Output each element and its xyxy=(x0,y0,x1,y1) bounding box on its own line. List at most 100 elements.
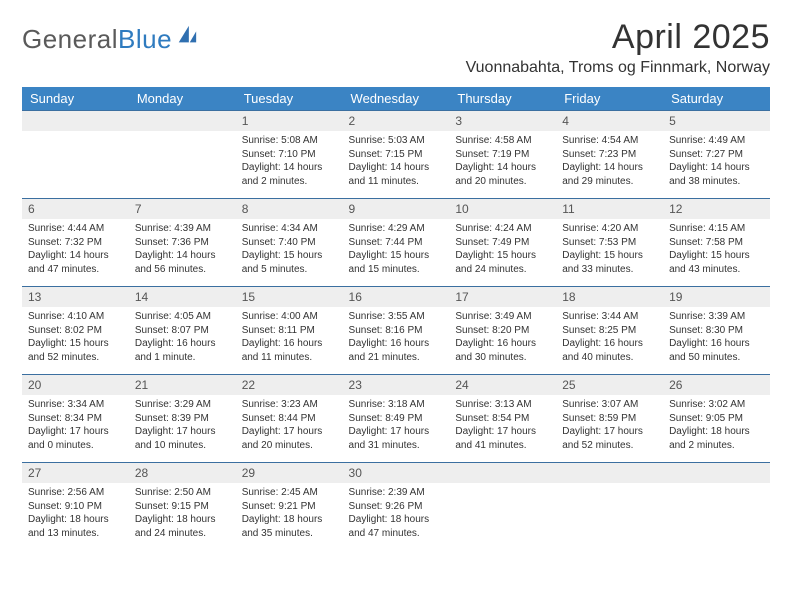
day-body: Sunrise: 4:29 AMSunset: 7:44 PMDaylight:… xyxy=(343,219,450,286)
day-number xyxy=(556,463,663,483)
daylight-line: Daylight: 16 hours and 11 minutes. xyxy=(242,337,337,364)
daylight-line: Daylight: 17 hours and 10 minutes. xyxy=(135,425,230,452)
sunrise-line: Sunrise: 2:39 AM xyxy=(349,486,444,500)
calendar-week-row: 27Sunrise: 2:56 AMSunset: 9:10 PMDayligh… xyxy=(22,463,770,551)
day-number: 26 xyxy=(663,375,770,395)
sunset-line: Sunset: 8:16 PM xyxy=(349,324,444,338)
day-body: Sunrise: 3:44 AMSunset: 8:25 PMDaylight:… xyxy=(556,307,663,374)
day-body: Sunrise: 3:18 AMSunset: 8:49 PMDaylight:… xyxy=(343,395,450,462)
sunset-line: Sunset: 9:15 PM xyxy=(135,500,230,514)
calendar-day-cell: 21Sunrise: 3:29 AMSunset: 8:39 PMDayligh… xyxy=(129,375,236,463)
calendar-day-cell: 3Sunrise: 4:58 AMSunset: 7:19 PMDaylight… xyxy=(449,111,556,199)
sunset-line: Sunset: 8:59 PM xyxy=(562,412,657,426)
daylight-line: Daylight: 14 hours and 38 minutes. xyxy=(669,161,764,188)
sunset-line: Sunset: 7:23 PM xyxy=(562,148,657,162)
sunset-line: Sunset: 7:36 PM xyxy=(135,236,230,250)
day-number: 10 xyxy=(449,199,556,219)
day-number: 18 xyxy=(556,287,663,307)
sunset-line: Sunset: 8:30 PM xyxy=(669,324,764,338)
sunrise-line: Sunrise: 4:00 AM xyxy=(242,310,337,324)
daylight-line: Daylight: 14 hours and 2 minutes. xyxy=(242,161,337,188)
calendar-day-cell: 17Sunrise: 3:49 AMSunset: 8:20 PMDayligh… xyxy=(449,287,556,375)
day-number: 22 xyxy=(236,375,343,395)
daylight-line: Daylight: 18 hours and 47 minutes. xyxy=(349,513,444,540)
day-number: 16 xyxy=(343,287,450,307)
calendar-day-cell: 6Sunrise: 4:44 AMSunset: 7:32 PMDaylight… xyxy=(22,199,129,287)
daylight-line: Daylight: 16 hours and 40 minutes. xyxy=(562,337,657,364)
day-body: Sunrise: 4:58 AMSunset: 7:19 PMDaylight:… xyxy=(449,131,556,198)
day-number: 6 xyxy=(22,199,129,219)
sunset-line: Sunset: 7:49 PM xyxy=(455,236,550,250)
sunset-line: Sunset: 7:15 PM xyxy=(349,148,444,162)
sunset-line: Sunset: 8:54 PM xyxy=(455,412,550,426)
sunset-line: Sunset: 7:44 PM xyxy=(349,236,444,250)
sunset-line: Sunset: 8:20 PM xyxy=(455,324,550,338)
sunrise-line: Sunrise: 4:39 AM xyxy=(135,222,230,236)
sunrise-line: Sunrise: 3:55 AM xyxy=(349,310,444,324)
daylight-line: Daylight: 18 hours and 13 minutes. xyxy=(28,513,123,540)
day-number: 11 xyxy=(556,199,663,219)
calendar-day-cell: 10Sunrise: 4:24 AMSunset: 7:49 PMDayligh… xyxy=(449,199,556,287)
sunrise-line: Sunrise: 5:03 AM xyxy=(349,134,444,148)
daylight-line: Daylight: 14 hours and 29 minutes. xyxy=(562,161,657,188)
sunset-line: Sunset: 8:11 PM xyxy=(242,324,337,338)
logo-word-1: General xyxy=(22,24,118,54)
calendar-week-row: 6Sunrise: 4:44 AMSunset: 7:32 PMDaylight… xyxy=(22,199,770,287)
daylight-line: Daylight: 15 hours and 52 minutes. xyxy=(28,337,123,364)
calendar-day-cell: 12Sunrise: 4:15 AMSunset: 7:58 PMDayligh… xyxy=(663,199,770,287)
calendar-day-cell: 20Sunrise: 3:34 AMSunset: 8:34 PMDayligh… xyxy=(22,375,129,463)
logo-sail-icon xyxy=(176,24,198,46)
sunset-line: Sunset: 9:26 PM xyxy=(349,500,444,514)
sunrise-line: Sunrise: 4:20 AM xyxy=(562,222,657,236)
sunrise-line: Sunrise: 4:34 AM xyxy=(242,222,337,236)
sunset-line: Sunset: 8:49 PM xyxy=(349,412,444,426)
calendar-day-cell: 9Sunrise: 4:29 AMSunset: 7:44 PMDaylight… xyxy=(343,199,450,287)
calendar-week-row: 13Sunrise: 4:10 AMSunset: 8:02 PMDayligh… xyxy=(22,287,770,375)
day-body: Sunrise: 3:07 AMSunset: 8:59 PMDaylight:… xyxy=(556,395,663,462)
day-number: 27 xyxy=(22,463,129,483)
calendar-day-cell: 28Sunrise: 2:50 AMSunset: 9:15 PMDayligh… xyxy=(129,463,236,551)
weekday-header: Monday xyxy=(129,87,236,111)
sunset-line: Sunset: 8:02 PM xyxy=(28,324,123,338)
calendar-day-cell: 18Sunrise: 3:44 AMSunset: 8:25 PMDayligh… xyxy=(556,287,663,375)
calendar-day-cell: 4Sunrise: 4:54 AMSunset: 7:23 PMDaylight… xyxy=(556,111,663,199)
day-number: 13 xyxy=(22,287,129,307)
calendar-day-cell: 29Sunrise: 2:45 AMSunset: 9:21 PMDayligh… xyxy=(236,463,343,551)
sunrise-line: Sunrise: 2:56 AM xyxy=(28,486,123,500)
daylight-line: Daylight: 14 hours and 47 minutes. xyxy=(28,249,123,276)
sunset-line: Sunset: 8:07 PM xyxy=(135,324,230,338)
daylight-line: Daylight: 17 hours and 0 minutes. xyxy=(28,425,123,452)
sunrise-line: Sunrise: 4:54 AM xyxy=(562,134,657,148)
day-body: Sunrise: 2:45 AMSunset: 9:21 PMDaylight:… xyxy=(236,483,343,550)
day-number: 8 xyxy=(236,199,343,219)
sunrise-line: Sunrise: 3:44 AM xyxy=(562,310,657,324)
day-number: 17 xyxy=(449,287,556,307)
day-number: 7 xyxy=(129,199,236,219)
day-body: Sunrise: 4:39 AMSunset: 7:36 PMDaylight:… xyxy=(129,219,236,286)
daylight-line: Daylight: 17 hours and 52 minutes. xyxy=(562,425,657,452)
sunrise-line: Sunrise: 4:44 AM xyxy=(28,222,123,236)
calendar-day-cell: 14Sunrise: 4:05 AMSunset: 8:07 PMDayligh… xyxy=(129,287,236,375)
day-number: 12 xyxy=(663,199,770,219)
sunset-line: Sunset: 7:58 PM xyxy=(669,236,764,250)
daylight-line: Daylight: 17 hours and 20 minutes. xyxy=(242,425,337,452)
day-number: 20 xyxy=(22,375,129,395)
sunset-line: Sunset: 9:21 PM xyxy=(242,500,337,514)
daylight-line: Daylight: 15 hours and 43 minutes. xyxy=(669,249,764,276)
day-body: Sunrise: 3:49 AMSunset: 8:20 PMDaylight:… xyxy=(449,307,556,374)
sunset-line: Sunset: 7:10 PM xyxy=(242,148,337,162)
calendar-day-cell: 15 Sunrise: 4:00 AMSunset: 8:11 PMDayligh… xyxy=(236,287,343,375)
sunrise-line: Sunrise: 3:39 AM xyxy=(669,310,764,324)
calendar-day-cell: 30Sunrise: 2:39 AMSunset: 9:26 PMDayligh… xyxy=(343,463,450,551)
day-body: Sunrise: 3:02 AMSunset: 9:05 PMDaylight:… xyxy=(663,395,770,462)
daylight-line: Daylight: 15 hours and 15 minutes. xyxy=(349,249,444,276)
day-number: 15 xyxy=(236,287,343,307)
daylight-line: Daylight: 16 hours and 50 minutes. xyxy=(669,337,764,364)
sunrise-line: Sunrise: 2:45 AM xyxy=(242,486,337,500)
day-body: Sunrise: 3:23 AMSunset: 8:44 PMDaylight:… xyxy=(236,395,343,462)
calendar-day-cell: 19Sunrise: 3:39 AMSunset: 8:30 PMDayligh… xyxy=(663,287,770,375)
calendar-day-cell: 23Sunrise: 3:18 AMSunset: 8:49 PMDayligh… xyxy=(343,375,450,463)
sunrise-line: Sunrise: 3:18 AM xyxy=(349,398,444,412)
sunset-line: Sunset: 7:40 PM xyxy=(242,236,337,250)
day-number xyxy=(129,111,236,131)
